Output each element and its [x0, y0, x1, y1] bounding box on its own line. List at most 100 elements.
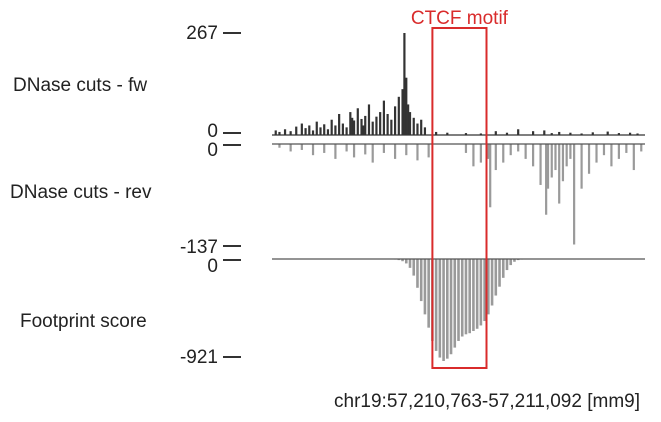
- fw-bar: [295, 126, 298, 135]
- rev-bar: [573, 144, 576, 245]
- score-bar: [509, 259, 513, 266]
- fw-bar: [304, 128, 307, 135]
- score-bar: [401, 259, 404, 262]
- fw-bar: [403, 33, 406, 135]
- fw-bar: [407, 104, 410, 135]
- x-axis-coordinate-label: chr19:57,210,763-57,211,092 [mm9]: [334, 391, 640, 412]
- fw-bar: [420, 119, 423, 135]
- score-bar: [472, 259, 475, 331]
- tick-label-rev-bottom: -137: [180, 237, 218, 258]
- score-bar: [427, 259, 430, 328]
- rev-bar: [587, 144, 591, 174]
- rev-bar-group: [278, 144, 643, 245]
- rev-bar: [352, 144, 356, 158]
- fw-bar: [517, 129, 520, 135]
- rev-bar: [427, 144, 430, 158]
- fw-bar: [379, 112, 382, 135]
- rev-bar: [489, 144, 492, 208]
- rev-bar: [405, 144, 408, 156]
- tick-label-fw-top: 267: [186, 23, 218, 44]
- tick-label-score-bottom: -921: [180, 347, 218, 368]
- score-bar: [416, 259, 419, 288]
- score-bar: [442, 259, 445, 361]
- score-bar: [446, 259, 449, 359]
- rev-bar: [300, 144, 303, 150]
- score-bar: [490, 259, 494, 306]
- fw-bar: [315, 121, 318, 135]
- fw-bar: [580, 133, 583, 135]
- fw-bar: [617, 133, 620, 135]
- rev-bar: [546, 144, 550, 189]
- score-bar: [449, 259, 453, 355]
- score-bar: [494, 259, 498, 296]
- fw-bar: [371, 121, 374, 135]
- fw-bar: [606, 131, 609, 135]
- fw-bar: [360, 118, 363, 135]
- fw-bar: [446, 132, 449, 135]
- score-bar: [453, 259, 457, 348]
- fw-bar: [479, 133, 482, 135]
- rev-bar: [632, 144, 635, 171]
- rev-bar: [382, 144, 385, 153]
- score-bar: [412, 259, 416, 276]
- rev-bar: [278, 144, 281, 148]
- fw-bar: [628, 132, 632, 135]
- rev-bar: [371, 144, 374, 163]
- score-bar: [513, 259, 516, 262]
- score-bar: [487, 259, 490, 315]
- rev-bar: [602, 144, 606, 156]
- fw-bar: [362, 125, 365, 135]
- rev-bar: [311, 144, 315, 156]
- fw-bar: [397, 96, 400, 135]
- fw-bar: [386, 113, 389, 135]
- fw-bar: [311, 130, 315, 135]
- score-bar: [438, 259, 442, 358]
- fw-bar: [367, 104, 371, 135]
- fw-bar: [558, 131, 561, 135]
- rev-bar: [487, 144, 490, 159]
- score-bar: [419, 259, 423, 302]
- ctcf-motif-label: CTCF motif: [411, 8, 509, 29]
- fw-bar: [408, 112, 412, 135]
- score-bar: [501, 259, 505, 278]
- rev-bar: [610, 144, 613, 167]
- rev-bar: [640, 144, 643, 152]
- score-bar: [498, 259, 501, 287]
- rev-bar: [561, 144, 565, 182]
- fw-bar: [283, 129, 287, 135]
- rev-bar: [393, 144, 397, 159]
- fw-bar: [494, 131, 497, 135]
- track-label-score: Footprint score: [20, 311, 147, 332]
- fw-bar: [278, 131, 281, 135]
- score-bar: [434, 259, 438, 351]
- tick-label-rev-top: 0: [207, 140, 218, 161]
- fw-bar: [569, 132, 572, 135]
- rev-bar: [479, 144, 482, 163]
- rev-bar: [289, 144, 292, 152]
- fw-bar: [591, 132, 594, 135]
- fw-bar: [423, 127, 427, 135]
- fw-bar: [334, 125, 337, 135]
- fw-bar: [274, 130, 277, 135]
- fw-bar-group: [274, 33, 639, 135]
- score-bar: [475, 259, 479, 329]
- fw-bar: [550, 133, 553, 135]
- fw-bar: [345, 127, 348, 135]
- score-bar: [460, 259, 464, 337]
- tick-label-score-top: 0: [207, 256, 218, 277]
- rev-bar: [524, 144, 527, 159]
- ctcf-motif-box: [431, 27, 488, 369]
- tick-label-fw-bottom: 0: [207, 121, 218, 142]
- fw-bar: [349, 112, 352, 135]
- rev-bar: [464, 144, 468, 153]
- score-bar: [408, 259, 412, 268]
- rev-bar: [625, 144, 628, 153]
- fw-bar: [390, 119, 393, 135]
- fw-bar: [375, 116, 378, 135]
- rev-bar: [550, 144, 553, 178]
- fw-bar: [308, 125, 311, 135]
- fw-bar: [382, 100, 385, 135]
- fw-bar: [412, 117, 415, 135]
- fw-bar: [464, 133, 468, 135]
- fw-bar: [300, 123, 303, 135]
